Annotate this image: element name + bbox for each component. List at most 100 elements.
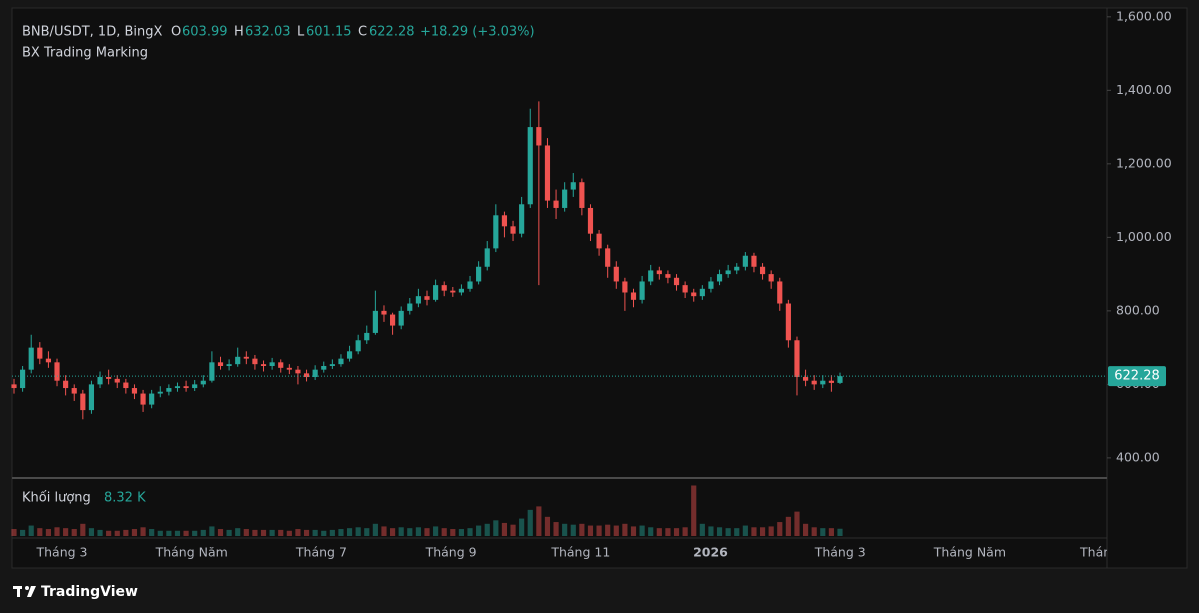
candle-body xyxy=(768,274,774,282)
volume-bar xyxy=(278,529,284,536)
candle-body xyxy=(390,314,396,326)
candle-body xyxy=(20,369,26,389)
candle-body xyxy=(235,356,241,365)
candle-body xyxy=(441,285,447,291)
candle-body xyxy=(321,365,327,370)
candle-body xyxy=(605,248,611,267)
candle-body xyxy=(579,182,585,208)
volume-title: Khối lượng xyxy=(22,491,91,506)
volume-bar xyxy=(37,528,43,536)
volume-bar xyxy=(183,530,189,536)
volume-bar xyxy=(570,524,576,536)
candle-body xyxy=(269,362,275,366)
candle-body xyxy=(114,378,120,383)
candle-body xyxy=(648,270,654,282)
volume-bar xyxy=(734,528,740,536)
candle-body xyxy=(217,362,224,366)
candle-body xyxy=(467,281,473,289)
candle-body xyxy=(54,362,60,381)
volume-bar xyxy=(381,526,387,536)
volume-bar xyxy=(794,511,800,536)
volume-bar xyxy=(665,528,671,536)
volume-bar xyxy=(338,529,344,536)
x-tick-label: Tháng 9 xyxy=(425,545,477,560)
candle-body xyxy=(346,351,353,359)
candle-body xyxy=(286,367,292,370)
volume-bar xyxy=(88,528,95,536)
candle-body xyxy=(665,274,671,278)
candle-body xyxy=(450,290,456,293)
volume-bar xyxy=(303,529,310,536)
candle-body xyxy=(828,380,834,383)
volume-bar xyxy=(415,527,421,536)
candle-body xyxy=(691,292,697,297)
candle-body xyxy=(295,369,301,374)
candle-body xyxy=(811,380,817,385)
candle-body xyxy=(407,303,413,311)
volume-bar xyxy=(493,520,499,536)
volume-bar xyxy=(346,528,353,536)
candle-body xyxy=(751,255,757,267)
volume-bar xyxy=(777,522,783,536)
candle-body xyxy=(415,296,421,304)
candle-body xyxy=(630,292,637,300)
volume-bar xyxy=(390,528,396,536)
volume-bar xyxy=(527,509,533,536)
volume-last: 8.32 K xyxy=(104,491,146,506)
volume-bar xyxy=(424,528,430,536)
volume-bar xyxy=(544,516,551,536)
candle-body xyxy=(200,380,206,385)
candle-body xyxy=(639,281,645,300)
candle-body xyxy=(742,255,748,267)
candle-body xyxy=(553,200,559,208)
candle-body xyxy=(97,377,103,385)
candle-body xyxy=(562,189,568,208)
candle-body xyxy=(149,393,155,405)
volume-bar xyxy=(536,506,542,536)
candle-body xyxy=(140,393,146,405)
volume-bar xyxy=(209,526,215,536)
high-value: 632.03 xyxy=(245,25,291,40)
brand-logo xyxy=(13,586,36,597)
volume-bar xyxy=(149,529,155,536)
low-letter: L xyxy=(297,25,305,40)
volume-bar xyxy=(828,528,834,536)
candle-body xyxy=(398,310,404,326)
volume-bar xyxy=(63,528,69,536)
y-tick-label: 1,400.00 xyxy=(1116,82,1172,97)
volume-bar xyxy=(768,526,774,536)
volume-bar xyxy=(639,525,645,536)
candle-body xyxy=(777,281,783,304)
volume-bar xyxy=(321,530,327,536)
volume-bar xyxy=(80,523,86,536)
candle-body xyxy=(519,204,525,234)
candle-body xyxy=(252,358,258,365)
high-letter: H xyxy=(234,25,244,40)
candle-body xyxy=(544,145,551,201)
volume-bar xyxy=(140,527,146,536)
candle-body xyxy=(424,296,430,300)
candle-body xyxy=(260,364,267,366)
candle-body xyxy=(209,362,215,381)
volume-bar xyxy=(484,523,490,536)
candle-body xyxy=(192,384,198,389)
close-letter: C xyxy=(358,25,367,40)
candle-body xyxy=(37,347,43,359)
candle-body xyxy=(11,384,17,389)
x-tick-label: Tháng 3 xyxy=(814,545,866,560)
candle-body xyxy=(45,358,51,363)
volume-bar xyxy=(450,529,456,536)
chart-frame xyxy=(11,7,1188,569)
candle-body xyxy=(820,380,826,385)
volume-bar xyxy=(192,530,198,536)
volume-bar xyxy=(785,516,791,536)
candle-body xyxy=(759,266,766,275)
candle-body xyxy=(157,391,163,394)
volume-bar xyxy=(682,527,688,536)
candle-body xyxy=(682,285,688,293)
volume-bar xyxy=(691,485,697,536)
y-tick-label: 1,200.00 xyxy=(1116,155,1172,170)
volume-bar xyxy=(235,528,241,536)
candle-body xyxy=(725,270,731,275)
